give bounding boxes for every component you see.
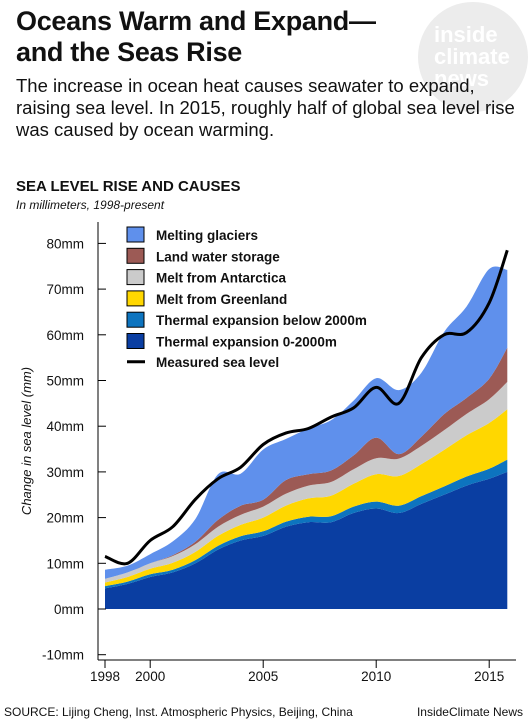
y-tick-label: 0mm [54,602,84,617]
page-subtitle: The increase in ocean heat causes seawat… [16,75,515,140]
title-line-2: and the Seas Rise [16,37,242,67]
x-tick-label: 1998 [90,669,120,684]
y-tick-label: 30mm [46,465,84,480]
legend-label: Measured sea level [156,355,279,370]
measured-sea-level-line [104,249,509,566]
chart-title: SEA LEVEL RISE AND CAUSES [16,178,241,195]
y-tick-label: 60mm [46,328,84,343]
logo-word-2: climate [434,44,510,69]
area-series-1 [105,459,508,589]
x-tick-label: 2015 [474,669,504,684]
legend-swatch [126,290,145,307]
title-line-1: Oceans Warm and Expand— [16,6,376,36]
legend-swatch [126,333,145,349]
y-tick-label: -10mm [42,648,84,663]
legend-swatch [126,247,145,264]
y-tick-label: 80mm [46,236,84,251]
x-tick-label: 2005 [248,669,278,684]
legend-label: Land water storage [156,249,280,264]
x-tick-label: 2000 [135,669,165,684]
area-series-0 [105,471,508,609]
legend-label: Thermal expansion 0-2000m [156,335,337,350]
legend-swatch [126,269,145,286]
y-tick-label: 70mm [46,282,84,297]
legend-label: Melt from Greenland [156,292,287,307]
y-tick-label: 10mm [46,556,84,571]
page-title: Oceans Warm and Expand— and the Seas Ris… [16,6,416,68]
area-layers [104,249,509,609]
chart-subtitle: In millimeters, 1998-present [16,198,165,212]
logo-word-3: news [434,66,490,91]
y-tick-label: 50mm [46,374,84,389]
legend-label: Melting glaciers [156,228,258,243]
insideclimate-news-logo: inside climate news [418,2,528,112]
y-axis-title: Change in sea level (mm) [19,367,34,515]
chart-axes: -10mm 0mm 10mm 20mm 30mm 40mm 50mm 60mm 70mm 80mm… [19,222,516,684]
source-note: SOURCE: Lijing Cheng, Inst. Atmospheric … [4,705,353,719]
x-tick-label: 2010 [361,669,391,684]
area-series-5 [105,266,508,579]
legend-swatch [126,226,145,243]
credit-note: InsideClimate News [416,705,523,719]
legend-swatch [126,311,145,328]
y-tick-label: 20mm [46,511,84,526]
logo-word-1: inside [434,22,498,47]
legend-label: Thermal expansion below 2000m [156,313,367,328]
legend-label: Melt from Antarctica [156,271,287,286]
chart-legend: Melting glaciers Land water storage Melt f… [126,226,367,370]
y-tick-label: 40mm [46,419,84,434]
